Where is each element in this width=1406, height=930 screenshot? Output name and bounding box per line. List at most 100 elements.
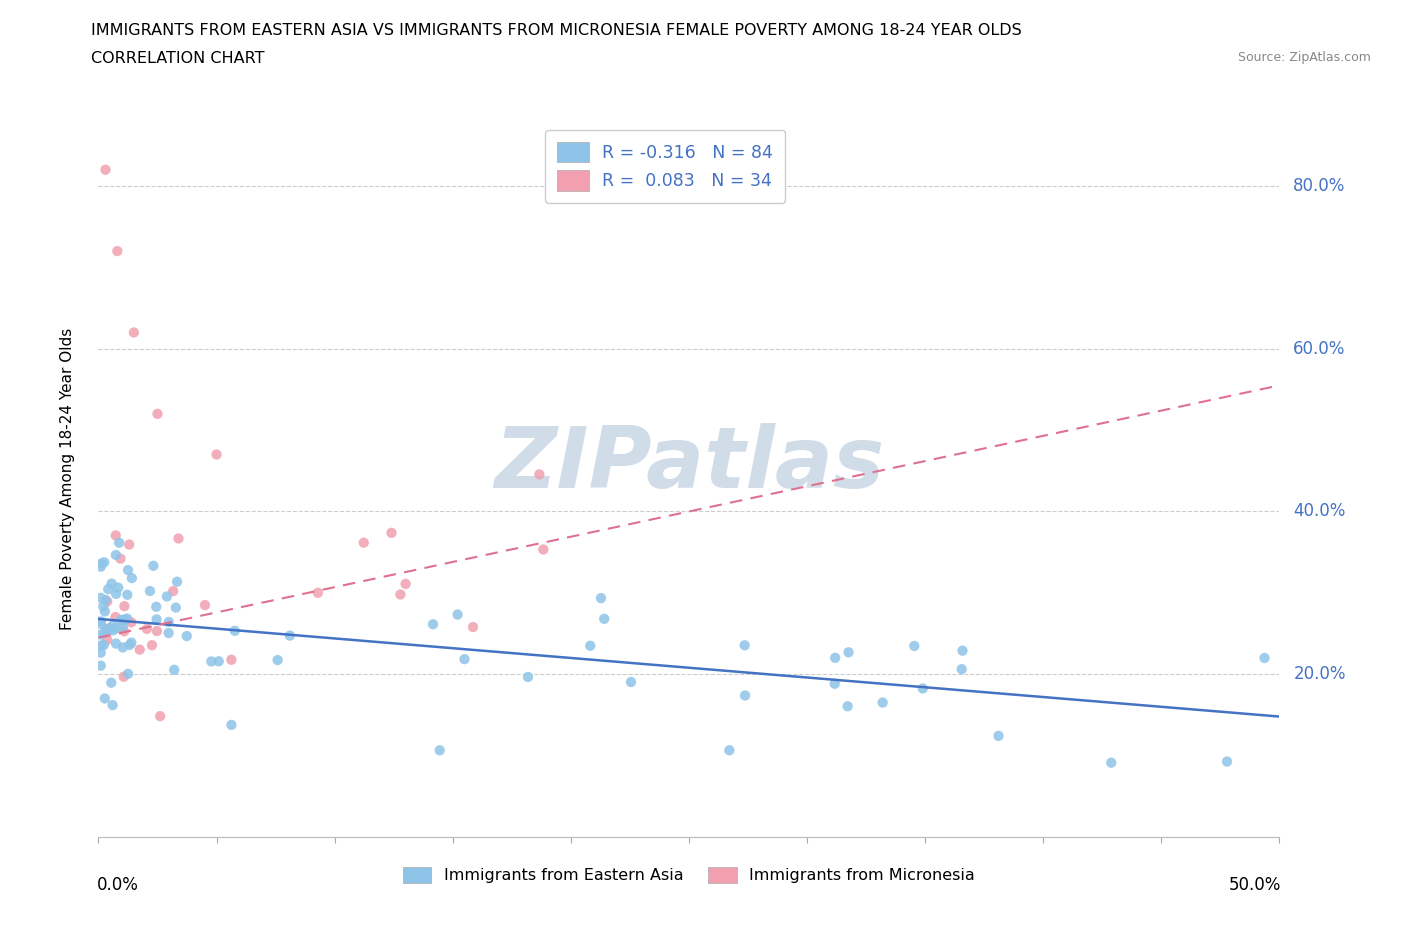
Point bbox=[94, 163, 117, 178]
Point bbox=[121, 571, 143, 586]
Point bbox=[157, 626, 180, 641]
Point bbox=[166, 575, 188, 590]
Point bbox=[90, 638, 112, 653]
Point bbox=[101, 623, 124, 638]
Point bbox=[734, 638, 756, 653]
Point bbox=[94, 592, 117, 607]
Text: IMMIGRANTS FROM EASTERN ASIA VS IMMIGRANTS FROM MICRONESIA FEMALE POVERTY AMONG : IMMIGRANTS FROM EASTERN ASIA VS IMMIGRAN… bbox=[91, 23, 1022, 38]
Point bbox=[422, 617, 444, 631]
Point bbox=[952, 644, 974, 658]
Point bbox=[90, 614, 112, 629]
Point bbox=[824, 650, 846, 665]
Text: CORRELATION CHART: CORRELATION CHART bbox=[91, 51, 264, 66]
Point bbox=[104, 609, 127, 624]
Text: 0.0%: 0.0% bbox=[97, 876, 139, 895]
Text: 60.0%: 60.0% bbox=[1294, 339, 1346, 358]
Point bbox=[221, 717, 243, 732]
Point bbox=[353, 535, 375, 550]
Point bbox=[205, 447, 228, 462]
Point bbox=[90, 556, 112, 571]
Point bbox=[112, 599, 135, 614]
Point bbox=[517, 670, 540, 684]
Point bbox=[167, 531, 190, 546]
Point bbox=[90, 617, 112, 631]
Point bbox=[118, 538, 141, 552]
Point bbox=[200, 654, 222, 669]
Point bbox=[176, 629, 198, 644]
Point bbox=[903, 639, 925, 654]
Point bbox=[101, 618, 124, 633]
Point bbox=[529, 467, 551, 482]
Point bbox=[734, 688, 756, 703]
Point bbox=[115, 611, 138, 626]
Point bbox=[165, 600, 187, 615]
Point bbox=[872, 695, 894, 710]
Point bbox=[118, 638, 141, 653]
Point bbox=[146, 624, 169, 639]
Point bbox=[120, 635, 142, 650]
Point bbox=[453, 652, 475, 667]
Point bbox=[100, 577, 122, 591]
Point bbox=[111, 640, 134, 655]
Point bbox=[117, 667, 139, 682]
Point bbox=[307, 585, 329, 600]
Point bbox=[824, 676, 846, 691]
Point bbox=[950, 662, 973, 677]
Point bbox=[589, 591, 612, 605]
Point bbox=[266, 653, 288, 668]
Point bbox=[94, 691, 117, 706]
Point bbox=[111, 619, 134, 634]
Point bbox=[96, 632, 118, 647]
Point bbox=[1216, 754, 1239, 769]
Point bbox=[93, 638, 115, 653]
Point bbox=[157, 615, 180, 630]
Point bbox=[446, 607, 468, 622]
Point bbox=[145, 612, 167, 627]
Point bbox=[117, 563, 139, 578]
Point bbox=[135, 621, 157, 636]
Text: 50.0%: 50.0% bbox=[1229, 876, 1281, 895]
Text: Source: ZipAtlas.com: Source: ZipAtlas.com bbox=[1237, 51, 1371, 64]
Point bbox=[104, 548, 127, 563]
Point bbox=[117, 588, 139, 603]
Point bbox=[593, 611, 616, 626]
Point bbox=[107, 580, 129, 595]
Point bbox=[112, 670, 135, 684]
Point bbox=[911, 681, 934, 696]
Point bbox=[90, 559, 112, 574]
Point bbox=[90, 645, 112, 660]
Text: 80.0%: 80.0% bbox=[1294, 177, 1346, 195]
Y-axis label: Female Poverty Among 18-24 Year Olds: Female Poverty Among 18-24 Year Olds bbox=[60, 328, 75, 631]
Point bbox=[93, 625, 115, 640]
Point bbox=[96, 594, 118, 609]
Point bbox=[93, 555, 115, 570]
Point bbox=[114, 612, 136, 627]
Point bbox=[97, 622, 120, 637]
Point bbox=[110, 551, 132, 566]
Point bbox=[531, 542, 554, 557]
Point bbox=[1099, 755, 1122, 770]
Point bbox=[837, 698, 859, 713]
Point bbox=[146, 406, 169, 421]
Point bbox=[139, 584, 162, 599]
Point bbox=[100, 675, 122, 690]
Point bbox=[224, 623, 246, 638]
Point bbox=[105, 587, 128, 602]
Point bbox=[90, 627, 112, 642]
Point bbox=[104, 528, 127, 543]
Point bbox=[278, 628, 301, 643]
Point bbox=[429, 743, 451, 758]
Point bbox=[142, 558, 165, 573]
Point bbox=[122, 326, 145, 340]
Point bbox=[1253, 650, 1275, 665]
Point bbox=[105, 620, 128, 635]
Point bbox=[101, 698, 124, 712]
Point bbox=[461, 619, 484, 634]
Point bbox=[91, 599, 114, 614]
Text: ZIPatlas: ZIPatlas bbox=[494, 423, 884, 506]
Point bbox=[156, 589, 179, 604]
Point bbox=[108, 536, 131, 551]
Point bbox=[112, 613, 135, 628]
Point bbox=[97, 582, 120, 597]
Point bbox=[162, 584, 184, 599]
